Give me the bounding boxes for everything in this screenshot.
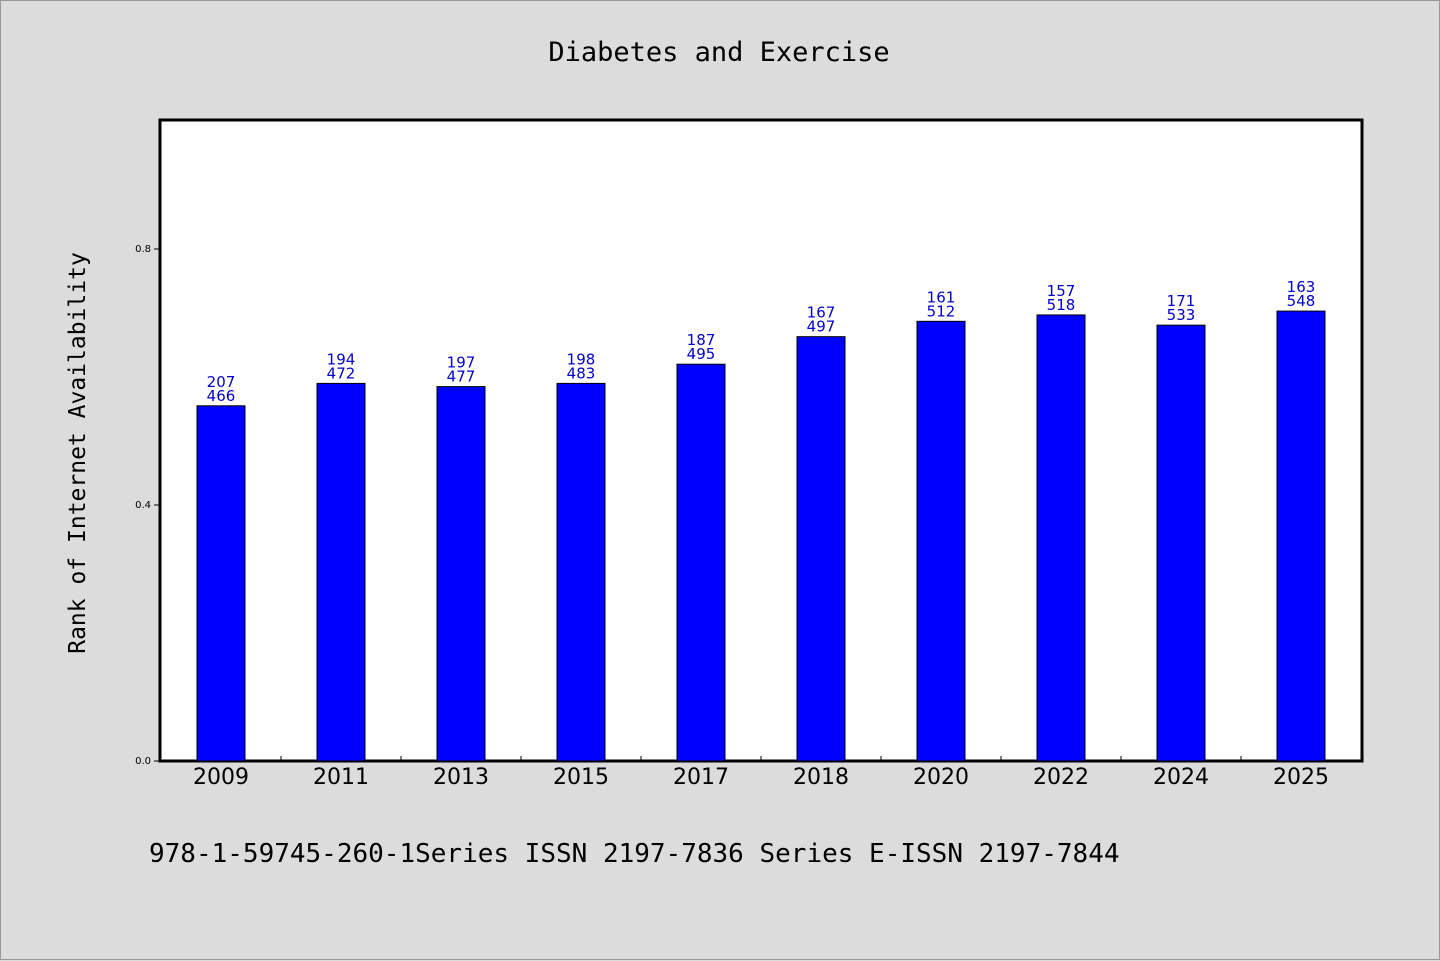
data-label-bottom: 477 — [447, 368, 476, 386]
x-tick-label: 2022 — [1033, 765, 1089, 790]
x-tick-label: 2025 — [1273, 765, 1329, 790]
x-tick-label: 2024 — [1153, 765, 1209, 790]
bar — [1156, 324, 1206, 762]
footer-text: 978-1-59745-260-1Series ISSN 2197-7836 S… — [149, 839, 1120, 869]
y-tick-label: 0.0 — [135, 756, 151, 767]
bar — [316, 382, 366, 762]
data-label-bottom: 495 — [687, 345, 716, 363]
bar — [196, 405, 246, 762]
data-label-top: 197 — [447, 354, 476, 372]
y-tick-label: 0.8 — [135, 244, 151, 255]
y-axis-ticks: 0.0 0.4 0.8 — [135, 244, 161, 767]
data-label-bottom: 548 — [1287, 292, 1316, 310]
data-label-top: 163 — [1287, 278, 1316, 296]
x-tick-label: 2009 — [193, 765, 249, 790]
bar — [556, 382, 606, 762]
data-label-bottom: 497 — [807, 318, 836, 336]
bar — [676, 363, 726, 762]
data-label-top: 157 — [1047, 282, 1076, 300]
x-tick-label: 2017 — [673, 765, 729, 790]
y-axis-label: Rank of Internet Availability — [65, 252, 91, 654]
bars-group — [196, 310, 1326, 762]
y-tick-label: 0.4 — [135, 500, 151, 511]
data-label-bottom: 472 — [327, 364, 356, 382]
bar — [1036, 314, 1086, 762]
data-labels-group: 2074661944721974771984831874951674971615… — [207, 278, 1316, 405]
data-label-top: 187 — [687, 331, 716, 349]
data-label-bottom: 466 — [207, 387, 236, 405]
x-axis-ticks: 2009 2011 2013 2015 2017 2018 2020 2022 2024 2025 — [193, 756, 1329, 790]
x-tick-label: 2020 — [913, 765, 969, 790]
bar — [436, 386, 486, 762]
data-label-top: 198 — [567, 350, 596, 368]
x-tick-label: 2018 — [793, 765, 849, 790]
data-label-top: 161 — [927, 288, 956, 306]
x-tick-label: 2015 — [553, 765, 609, 790]
data-label-bottom: 512 — [927, 302, 956, 320]
bar — [796, 336, 846, 762]
bar — [916, 320, 966, 762]
data-label-top: 194 — [327, 350, 356, 368]
x-tick-label: 2011 — [313, 765, 369, 790]
data-label-top: 171 — [1167, 292, 1196, 310]
data-label-bottom: 518 — [1047, 296, 1076, 314]
data-label-bottom: 533 — [1167, 306, 1196, 324]
data-label-top: 167 — [807, 304, 836, 322]
x-tick-label: 2013 — [433, 765, 489, 790]
bar — [1276, 310, 1326, 762]
data-label-top: 207 — [207, 373, 236, 391]
data-label-bottom: 483 — [567, 364, 596, 382]
chart-title: Diabetes and Exercise — [548, 37, 889, 68]
